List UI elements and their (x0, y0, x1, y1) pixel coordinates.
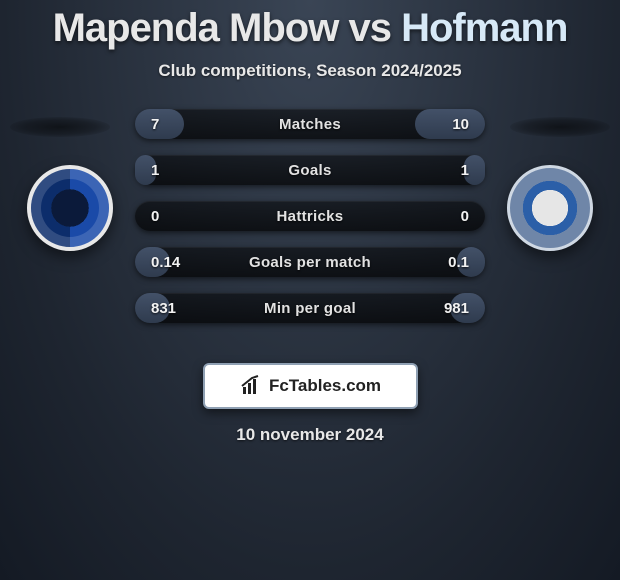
chart-icon (239, 374, 263, 398)
brand-box[interactable]: FcTables.com (203, 363, 418, 409)
stat-value-left: 831 (151, 300, 176, 317)
brand-text: FcTables.com (269, 376, 381, 396)
player2-name: Hofmann (401, 6, 567, 50)
vs-text: vs (348, 6, 391, 50)
player1-name: Mapenda Mbow (53, 6, 339, 50)
stat-row: 7 Matches 10 (135, 109, 485, 139)
stat-value-right: 0.1 (448, 254, 469, 271)
stat-label: Hattricks (277, 208, 344, 225)
comparison-stage: 7Matches101Goals10Hattricks00.14Goals pe… (0, 105, 620, 345)
stat-row: 0 Hattricks 0 (135, 201, 485, 231)
page-title: Mapenda Mbow vs Hofmann (0, 0, 620, 51)
stat-value-right: 981 (444, 300, 469, 317)
player2-shadow (510, 117, 610, 137)
stat-value-right: 10 (452, 116, 469, 133)
stat-label: Matches (279, 116, 341, 133)
stat-label: Min per goal (264, 300, 356, 317)
subtitle: Club competitions, Season 2024/2025 (0, 61, 620, 81)
stat-value-left: 0.14 (151, 254, 180, 271)
stat-rows: 7Matches101Goals10Hattricks00.14Goals pe… (135, 109, 485, 323)
club-crest-left (27, 165, 113, 251)
stat-value-right: 1 (461, 162, 469, 179)
stat-value-left: 1 (151, 162, 159, 179)
stat-label: Goals (288, 162, 331, 179)
stat-bar-left (135, 109, 184, 139)
player1-shadow (10, 117, 110, 137)
stat-row: 1 Goals 1 (135, 155, 485, 185)
club-crest-right (507, 165, 593, 251)
date-text: 10 november 2024 (0, 425, 620, 445)
stat-bar-right (415, 109, 485, 139)
stat-value-right: 0 (461, 208, 469, 225)
stat-row: 831 Min per goal 981 (135, 293, 485, 323)
stat-value-left: 7 (151, 116, 159, 133)
stat-row: 0.14 Goals per match 0.1 (135, 247, 485, 277)
stat-label: Goals per match (249, 254, 371, 271)
stat-value-left: 0 (151, 208, 159, 225)
